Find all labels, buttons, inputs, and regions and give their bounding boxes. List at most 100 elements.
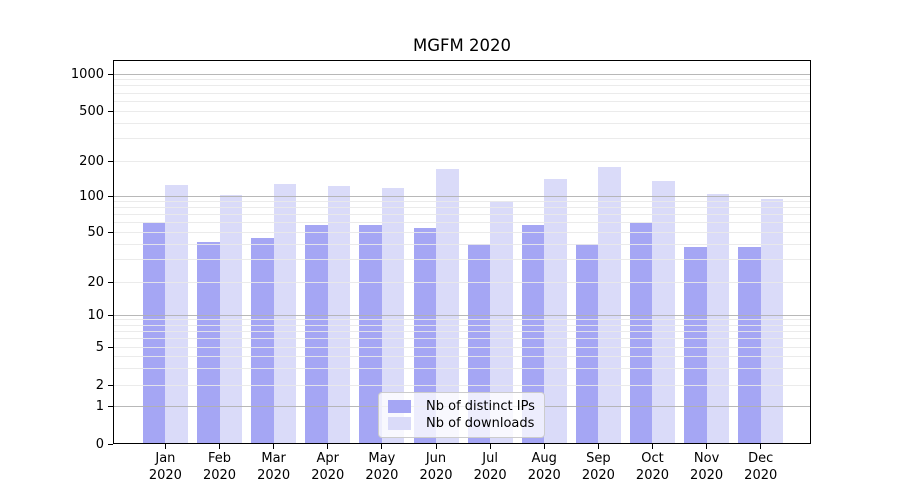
- x-tick: [273, 444, 275, 449]
- minor-gridline: [114, 85, 810, 87]
- x-tick: [760, 444, 762, 449]
- y-tick-label: 100: [79, 188, 104, 204]
- x-tick-label-jul: Jul 2020: [463, 450, 517, 484]
- x-tick: [381, 444, 383, 449]
- month-label: Sep: [586, 451, 611, 466]
- x-tick: [543, 444, 545, 449]
- axes-spine: [113, 60, 811, 444]
- y-tick: [108, 110, 113, 112]
- x-tick: [651, 444, 653, 449]
- minor-gridline: [114, 92, 810, 94]
- y-tick: [108, 346, 113, 348]
- legend-swatch-downloads: [388, 417, 411, 430]
- y-tick-label: 2: [95, 377, 104, 393]
- x-tick-label-apr: Apr 2020: [301, 450, 355, 484]
- bar-downloads-jan: [165, 184, 188, 443]
- x-tick-label-nov: Nov 2020: [680, 450, 734, 484]
- x-tick: [489, 444, 491, 449]
- legend-item-downloads: Nb of downloads: [388, 415, 535, 432]
- month-label: Jul: [482, 451, 498, 466]
- bar-downloads-nov: [706, 193, 730, 443]
- bar-downloads-aug: [544, 179, 567, 443]
- x-tick-label-jun: Jun 2020: [409, 450, 463, 484]
- month-label: Dec: [748, 451, 774, 466]
- y-tick-label: 0: [95, 436, 104, 452]
- y-tick: [108, 443, 113, 445]
- minor-gridline: [114, 346, 810, 348]
- year-label: 2020: [202, 468, 237, 483]
- y-tick-label: 5: [95, 339, 104, 355]
- y-tick-label: 10: [87, 307, 104, 323]
- minor-gridline: [114, 384, 810, 386]
- x-tick-label-oct: Oct 2020: [625, 450, 679, 484]
- chart-title: MGFM 2020: [413, 36, 511, 55]
- x-tick-label-may: May 2020: [355, 450, 409, 484]
- year-label: 2020: [690, 468, 724, 483]
- x-tick-label-mar: Mar 2020: [247, 450, 301, 484]
- minor-gridline: [114, 259, 810, 261]
- y-tick: [108, 231, 113, 233]
- bar-downloads-apr: [327, 185, 351, 443]
- y-tick-label: 50: [87, 224, 104, 240]
- minor-gridline: [114, 100, 810, 102]
- major-gridline: [114, 195, 810, 197]
- legend: Nb of distinct IPs Nb of downloads: [378, 392, 545, 438]
- year-label: 2020: [419, 468, 453, 483]
- y-tick: [108, 384, 113, 386]
- month-label: Nov: [693, 451, 720, 466]
- month-label: Feb: [208, 451, 232, 466]
- minor-gridline: [114, 200, 810, 202]
- x-tick-label-dec: Dec 2020: [734, 450, 788, 484]
- minor-gridline: [114, 79, 810, 81]
- x-tick-label-sep: Sep 2020: [571, 450, 625, 484]
- bar-downloads-feb: [219, 195, 243, 443]
- minor-gridline: [114, 367, 810, 369]
- bar-distinct-ips-aug: [521, 225, 545, 443]
- month-label: Oct: [641, 451, 664, 466]
- minor-gridline: [114, 324, 810, 326]
- bar-downloads-jul: [490, 200, 513, 443]
- year-label: 2020: [365, 468, 399, 483]
- minor-gridline: [114, 214, 810, 216]
- minor-gridline: [114, 207, 810, 209]
- bar-distinct-ips-feb: [197, 241, 220, 443]
- y-tick: [108, 73, 113, 75]
- legend-item-distinct-ips: Nb of distinct IPs: [388, 398, 535, 415]
- bar-distinct-ips-dec: [738, 246, 761, 443]
- year-label: 2020: [527, 468, 561, 483]
- bar-distinct-ips-nov: [684, 246, 707, 443]
- month-label: Aug: [531, 451, 557, 466]
- minor-gridline: [114, 330, 810, 332]
- y-tick: [108, 405, 113, 407]
- month-label: May: [368, 451, 396, 466]
- minor-gridline: [114, 231, 810, 233]
- x-tick-label-jan: Jan 2020: [138, 450, 192, 484]
- minor-gridline: [114, 138, 810, 140]
- minor-gridline: [114, 319, 810, 321]
- legend-label-distinct-ips: Nb of distinct IPs: [426, 399, 535, 414]
- major-gridline: [114, 73, 810, 75]
- bar-distinct-ips-oct: [629, 222, 653, 443]
- year-label: 2020: [744, 468, 778, 483]
- minor-gridline: [114, 281, 810, 283]
- legend-label-downloads: Nb of downloads: [426, 416, 535, 431]
- bar-distinct-ips-sep: [575, 244, 599, 443]
- year-label: 2020: [635, 468, 670, 483]
- month-label: Jan: [155, 451, 176, 466]
- year-label: 2020: [148, 468, 182, 483]
- month-label: Mar: [261, 451, 286, 466]
- x-tick: [706, 444, 708, 449]
- bar-downloads-oct: [652, 180, 675, 443]
- x-tick: [219, 444, 221, 449]
- x-tick: [597, 444, 599, 449]
- month-label: Jun: [425, 451, 447, 466]
- minor-gridline: [114, 110, 810, 112]
- year-label: 2020: [473, 468, 507, 483]
- minor-gridline: [114, 243, 810, 245]
- minor-gridline: [114, 355, 810, 357]
- bar-downloads-sep: [598, 166, 621, 443]
- legend-swatch-distinct-ips: [388, 400, 411, 413]
- major-gridline: [114, 314, 810, 316]
- y-tick-label: 1000: [70, 66, 104, 82]
